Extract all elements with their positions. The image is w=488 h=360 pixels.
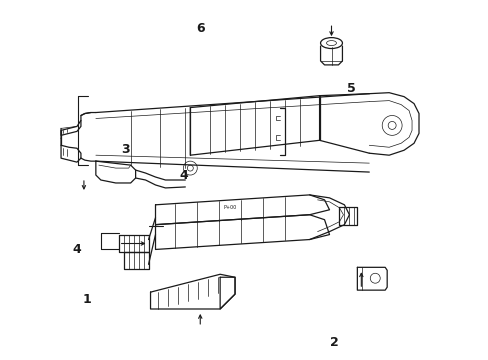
Text: 2: 2: [329, 336, 338, 349]
Text: 4: 4: [72, 243, 81, 256]
Text: 4: 4: [179, 169, 188, 182]
Text: P+00: P+00: [223, 205, 236, 210]
Text: 1: 1: [82, 293, 91, 306]
Text: 6: 6: [196, 22, 204, 35]
Text: 5: 5: [346, 82, 355, 95]
Text: 3: 3: [121, 143, 129, 156]
